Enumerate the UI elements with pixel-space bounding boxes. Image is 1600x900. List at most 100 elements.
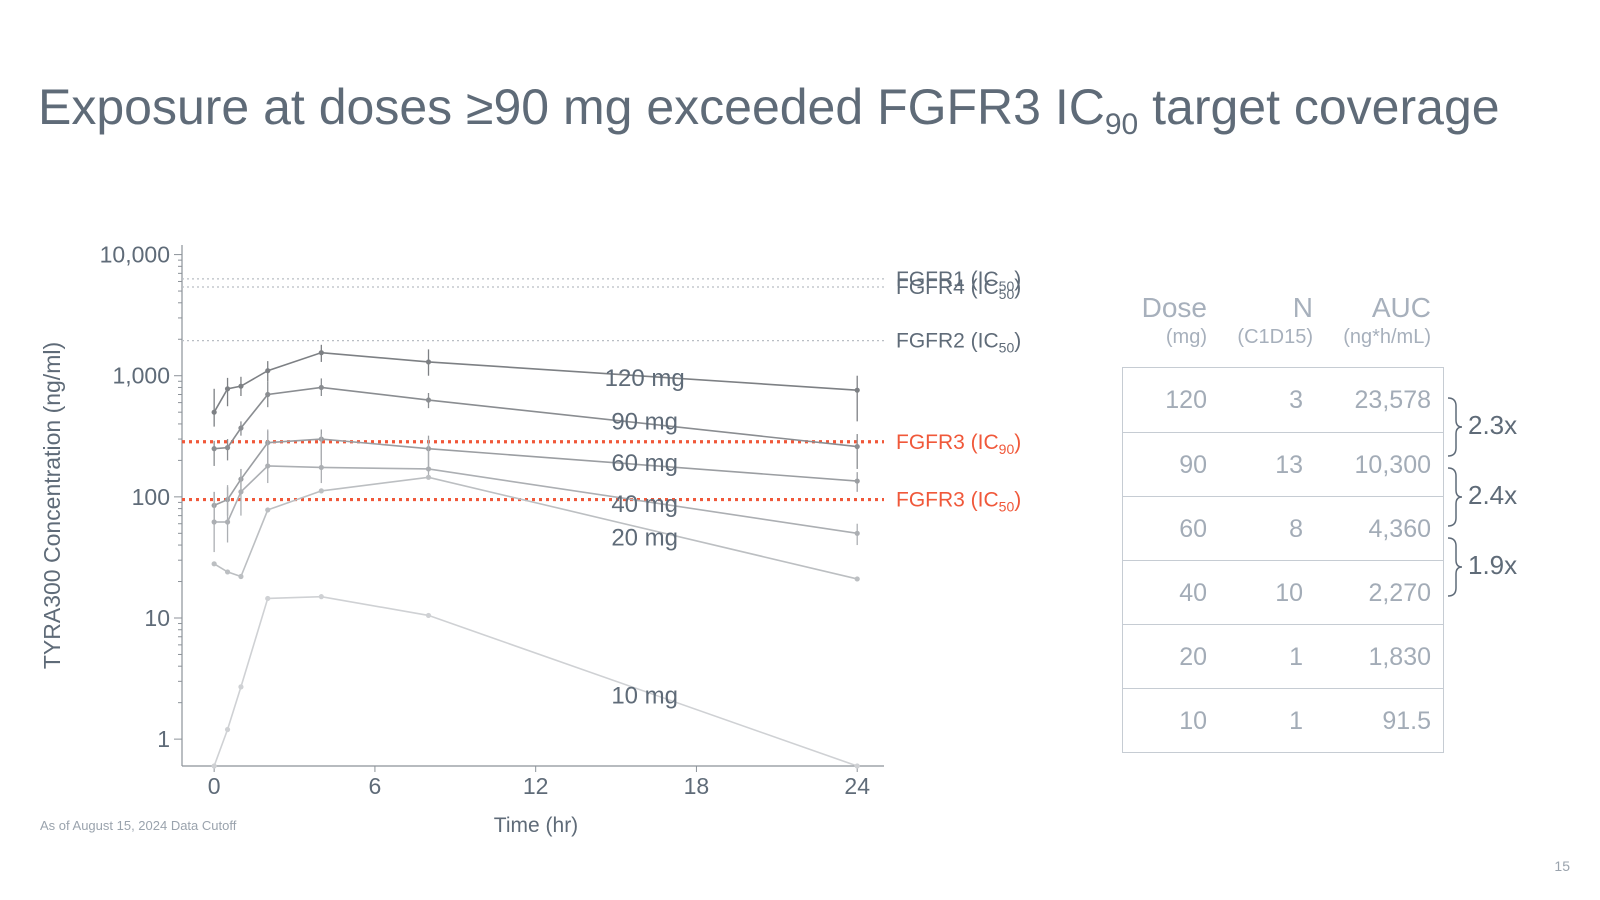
cell-n: 8 [1289,515,1303,543]
data-point [211,561,217,567]
series-line [213,476,858,580]
data-point [318,464,324,471]
reference-label: FGFR2 (IC50) [896,330,1021,356]
reference-label: FGFR1 (IC50) [896,268,1021,294]
cell-dose: 120 [1165,386,1207,414]
x-tick-label: 18 [684,773,710,799]
header-dose: Dose [1141,292,1207,323]
series-line [213,351,858,413]
data-point [224,386,231,392]
cell-auc: 10,300 [1354,451,1431,479]
data-point [238,489,244,495]
reference-label: FGFR3 (IC50) [896,489,1021,515]
data-point [265,368,271,374]
data-point [425,466,432,472]
y-tick-label: 1 [157,726,170,752]
x-tick-label: 0 [208,773,221,799]
reference-label: FGFR3 (IC90) [896,431,1021,457]
header-dose-unit: (mg) [1165,326,1207,348]
cell-n: 10 [1275,579,1303,607]
series-label: 10 mg [611,682,678,709]
data-point [211,763,217,769]
x-tick-label: 12 [523,773,549,799]
cell-auc: 23,578 [1354,386,1431,414]
cell-dose: 10 [1179,707,1207,735]
data-point [854,763,860,769]
cell-n: 1 [1289,707,1303,735]
data-point [265,507,271,513]
data-point [238,573,244,580]
data-point [265,595,271,602]
ratio-60-40: 1.9x [1468,550,1518,580]
data-cutoff-footnote: As of August 15, 2024 Data Cutoff [40,818,237,833]
data-point [238,383,244,389]
brace-90-60 [1447,467,1463,527]
cell-n: 13 [1275,451,1303,479]
cell-dose: 90 [1179,451,1207,479]
cell-auc: 2,270 [1368,579,1431,607]
cell-n: 3 [1289,386,1303,414]
cell-auc: 4,360 [1368,515,1431,543]
data-point [265,463,271,469]
data-point [854,530,860,536]
data-point [211,519,217,525]
auc-table-header: Dose N AUC (mg) (C1D15) (ng*h/mL) [1125,292,1445,348]
data-point [224,445,231,451]
data-point [425,612,432,619]
x-axis-label: Time (hr) [494,814,578,837]
series-label: 20 mg [611,525,678,552]
data-point [224,519,231,525]
brace-60-40 [1447,537,1463,597]
data-point [318,488,324,494]
table-row: 120 3 23,578 [1123,368,1443,432]
y-axis-label: TYRA300 Concentration (ng/ml) [39,342,65,669]
reference-label: FGFR4 (IC50) [896,276,1021,302]
table-row: 10 1 91.5 [1123,688,1443,752]
x-tick-label: 24 [844,773,870,799]
cell-dose: 60 [1179,515,1207,543]
series-label: 40 mg [611,491,678,518]
data-point [854,576,860,582]
header-n-unit: (C1D15) [1237,326,1313,348]
series-line [213,595,858,767]
data-point [425,474,432,480]
y-tick-label: 10,000 [100,242,170,268]
data-point [238,425,244,431]
table-row: 90 13 10,300 [1123,432,1443,496]
table-row: 60 8 4,360 [1123,496,1443,560]
data-point [854,478,860,484]
ratio-120-90: 2.3x [1468,410,1518,440]
data-point [425,397,432,403]
data-point [854,387,860,393]
cell-auc: 1,830 [1368,643,1431,671]
table-row: 40 10 2,270 [1123,560,1443,624]
data-point [238,684,244,690]
y-tick-label: 10 [144,605,170,631]
page-number: 15 [1554,858,1570,874]
table-row: 20 1 1,830 [1123,624,1443,688]
data-point [425,359,432,365]
brace-120-90 [1447,397,1463,457]
data-point [854,443,860,450]
data-point [265,391,271,398]
x-tick-label: 6 [369,773,382,799]
cell-dose: 40 [1179,579,1207,607]
header-auc-unit: (ng*h/mL) [1343,326,1431,348]
header-n: N [1292,292,1313,323]
cell-n: 1 [1289,643,1303,671]
series-label: 120 mg [605,365,685,392]
series-label: 90 mg [611,408,678,435]
data-point [318,384,324,391]
y-tick-label: 1,000 [112,363,170,389]
series-label: 60 mg [611,450,678,477]
cell-dose: 20 [1179,643,1207,671]
data-point [224,569,231,575]
cell-auc: 91.5 [1382,707,1431,735]
slide-title: Exposure at doses ≥90 mg exceeded FGFR3 … [38,79,1500,141]
data-point [318,594,324,600]
header-auc: AUC [1371,292,1431,323]
y-tick-label: 100 [132,484,170,510]
data-point [211,446,217,452]
ratio-90-60: 2.4x [1468,480,1518,510]
